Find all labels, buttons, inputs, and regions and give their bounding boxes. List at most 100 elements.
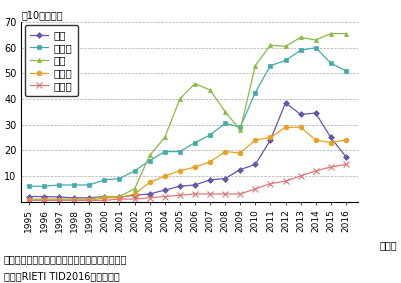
資本財 bbox=[117, 196, 122, 200]
部品 bbox=[298, 36, 303, 39]
消費財 bbox=[268, 182, 273, 185]
資本財 bbox=[223, 150, 227, 153]
部品 bbox=[162, 136, 167, 139]
資本財 bbox=[87, 199, 92, 202]
Text: 資料：RIETI TID2016から作成。: 資料：RIETI TID2016から作成。 bbox=[4, 272, 120, 282]
Text: （年）: （年） bbox=[379, 241, 397, 250]
Line: 素材: 素材 bbox=[27, 101, 348, 200]
素材 bbox=[208, 178, 213, 181]
部品 bbox=[26, 197, 31, 201]
素材 bbox=[162, 188, 167, 192]
素材 bbox=[313, 112, 318, 115]
加工品 bbox=[117, 177, 122, 180]
消費財 bbox=[253, 187, 258, 190]
資本財 bbox=[208, 160, 213, 164]
部品 bbox=[102, 195, 107, 198]
素材 bbox=[223, 177, 227, 180]
加工品 bbox=[328, 61, 333, 65]
資本財 bbox=[147, 181, 152, 184]
部品 bbox=[87, 197, 92, 201]
部品 bbox=[313, 38, 318, 42]
消費財 bbox=[87, 199, 92, 202]
加工品 bbox=[208, 133, 213, 137]
Text: 備考：ラオスとミャンマーは含まれていない。: 備考：ラオスとミャンマーは含まれていない。 bbox=[4, 255, 128, 265]
消費財 bbox=[132, 197, 137, 201]
資本財 bbox=[42, 199, 47, 202]
素材 bbox=[238, 168, 243, 171]
資本財 bbox=[162, 174, 167, 178]
部品 bbox=[147, 154, 152, 157]
消費財 bbox=[42, 199, 47, 202]
消費財 bbox=[117, 197, 122, 201]
加工品 bbox=[102, 178, 107, 181]
資本財 bbox=[313, 138, 318, 142]
部品 bbox=[238, 128, 243, 132]
素材 bbox=[298, 113, 303, 116]
消費財 bbox=[208, 192, 213, 196]
加工品 bbox=[223, 122, 227, 125]
消費財 bbox=[178, 194, 182, 197]
資本財 bbox=[178, 169, 182, 173]
資本財 bbox=[283, 126, 288, 129]
消費財 bbox=[238, 192, 243, 196]
加工品 bbox=[132, 169, 137, 173]
部品 bbox=[328, 32, 333, 35]
Line: 加工品: 加工品 bbox=[27, 46, 348, 188]
加工品 bbox=[72, 183, 77, 187]
部品 bbox=[117, 195, 122, 198]
資本財 bbox=[268, 136, 273, 139]
資本財 bbox=[26, 199, 31, 202]
資本財 bbox=[102, 196, 107, 200]
消費財 bbox=[298, 174, 303, 178]
素材 bbox=[328, 136, 333, 139]
消費財 bbox=[26, 199, 31, 202]
加工品 bbox=[238, 126, 243, 129]
Line: 部品: 部品 bbox=[27, 31, 348, 201]
素材 bbox=[283, 101, 288, 104]
加工品 bbox=[192, 141, 197, 144]
資本財 bbox=[72, 199, 77, 202]
部品 bbox=[223, 110, 227, 113]
部品 bbox=[283, 45, 288, 48]
素材 bbox=[147, 192, 152, 196]
資本財 bbox=[192, 165, 197, 169]
加工品 bbox=[283, 59, 288, 62]
部品 bbox=[344, 32, 348, 35]
素材 bbox=[102, 195, 107, 198]
素材 bbox=[42, 195, 47, 198]
素材 bbox=[57, 195, 61, 199]
加工品 bbox=[147, 159, 152, 162]
部品 bbox=[253, 64, 258, 67]
素材 bbox=[72, 196, 77, 200]
加工品 bbox=[42, 185, 47, 188]
加工品 bbox=[344, 69, 348, 72]
加工品 bbox=[57, 183, 61, 187]
素材 bbox=[132, 194, 137, 197]
消費財 bbox=[72, 199, 77, 202]
部品 bbox=[268, 43, 273, 47]
消費財 bbox=[283, 179, 288, 183]
素材 bbox=[178, 185, 182, 188]
素材 bbox=[26, 195, 31, 198]
資本財 bbox=[57, 199, 61, 202]
加工品 bbox=[298, 49, 303, 52]
消費財 bbox=[223, 192, 227, 196]
加工品 bbox=[87, 183, 92, 187]
部品 bbox=[72, 197, 77, 201]
加工品 bbox=[253, 91, 258, 94]
Line: 消費財: 消費財 bbox=[26, 162, 348, 203]
素材 bbox=[87, 196, 92, 200]
加工品 bbox=[268, 64, 273, 67]
消費財 bbox=[147, 196, 152, 200]
資本財 bbox=[253, 138, 258, 142]
資本財 bbox=[238, 151, 243, 155]
消費財 bbox=[313, 169, 318, 173]
消費財 bbox=[192, 192, 197, 196]
消費財 bbox=[328, 165, 333, 169]
素材 bbox=[117, 195, 122, 199]
資本財 bbox=[132, 192, 137, 196]
素材 bbox=[344, 155, 348, 158]
素材 bbox=[192, 183, 197, 187]
消費財 bbox=[57, 199, 61, 202]
部品 bbox=[57, 197, 61, 201]
